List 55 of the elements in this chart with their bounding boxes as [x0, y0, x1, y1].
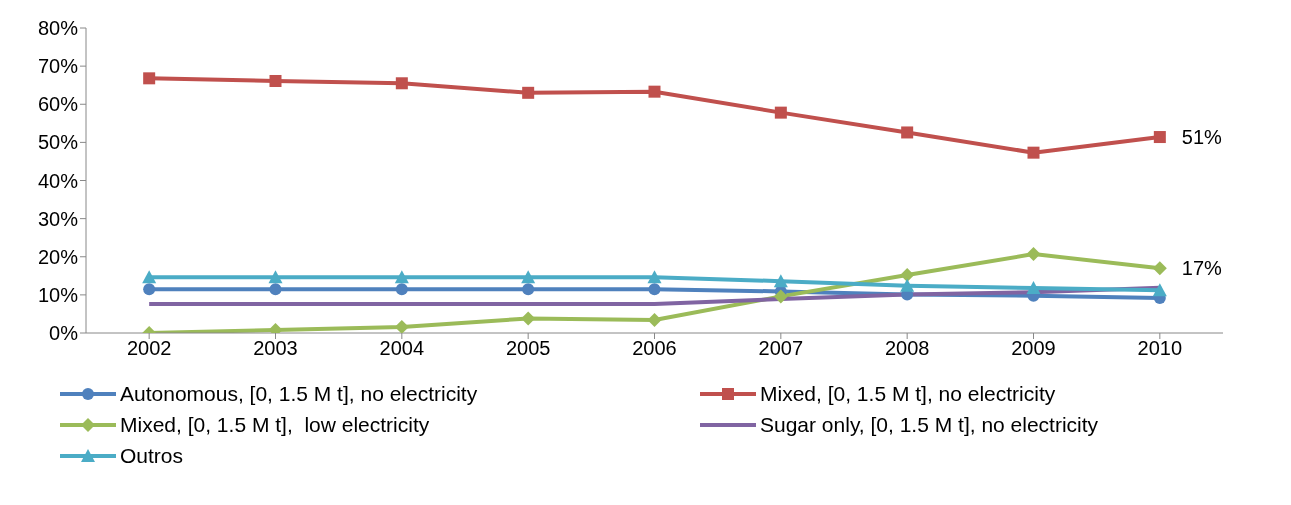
x-tick-label: 2005: [505, 337, 551, 360]
point: [648, 283, 661, 296]
y-tick-label: 10%: [37, 283, 79, 306]
point: [647, 313, 662, 328]
point: [773, 289, 788, 304]
point: [521, 311, 536, 326]
point: [522, 86, 535, 99]
point: [1153, 131, 1166, 144]
point: [142, 270, 157, 284]
point: [774, 106, 787, 119]
point: [521, 270, 536, 284]
point: [268, 270, 283, 284]
point: [395, 283, 408, 296]
point: [900, 278, 915, 292]
legend-label: Mixed, [0, 1.5 M t], low electricity: [120, 412, 430, 438]
point: [395, 77, 408, 90]
x-tick-label: 2009: [1011, 337, 1056, 360]
point: [1152, 261, 1167, 276]
point: [269, 74, 282, 87]
x-tick-label: 2007: [758, 337, 804, 360]
x-tick-label: 2002: [126, 337, 172, 360]
point: [900, 268, 915, 283]
point: [394, 319, 409, 333]
point: [394, 270, 409, 284]
point: [143, 72, 156, 85]
y-tick-label: 70%: [37, 55, 79, 78]
point: [648, 85, 661, 98]
legend-label: Autonomous, [0, 1.5 M t], no electricity: [120, 381, 478, 407]
y-tick-label: 60%: [37, 93, 79, 116]
x-tick-label: 2004: [379, 337, 425, 360]
data-label: 17%: [1181, 257, 1223, 280]
point: [1152, 283, 1167, 297]
point: [1027, 146, 1040, 159]
point: [143, 283, 156, 296]
point: [1026, 281, 1041, 295]
point: [1026, 247, 1041, 262]
y-tick-label: 20%: [37, 245, 79, 268]
point: [901, 126, 914, 139]
point: [269, 283, 282, 296]
y-tick-label: 50%: [37, 131, 79, 154]
point: [773, 274, 788, 288]
x-tick-label: 2003: [253, 337, 298, 360]
y-tick-label: 30%: [37, 207, 79, 230]
y-tick-label: 80%: [37, 17, 79, 40]
point: [647, 270, 662, 284]
point: [522, 283, 535, 296]
data-label: 51%: [1181, 126, 1223, 149]
y-tick-label: 0%: [49, 322, 79, 345]
x-tick-label: 2010: [1137, 337, 1183, 360]
y-tick-label: 40%: [37, 169, 79, 192]
x-tick-label: 2006: [632, 337, 677, 360]
legend-label: Outros: [120, 443, 184, 469]
legend-label: Mixed, [0, 1.5 M t], no electricity: [760, 381, 1056, 407]
legend-label: Sugar only, [0, 1.5 M t], no electricity: [760, 412, 1099, 438]
x-tick-label: 2008: [884, 337, 930, 360]
